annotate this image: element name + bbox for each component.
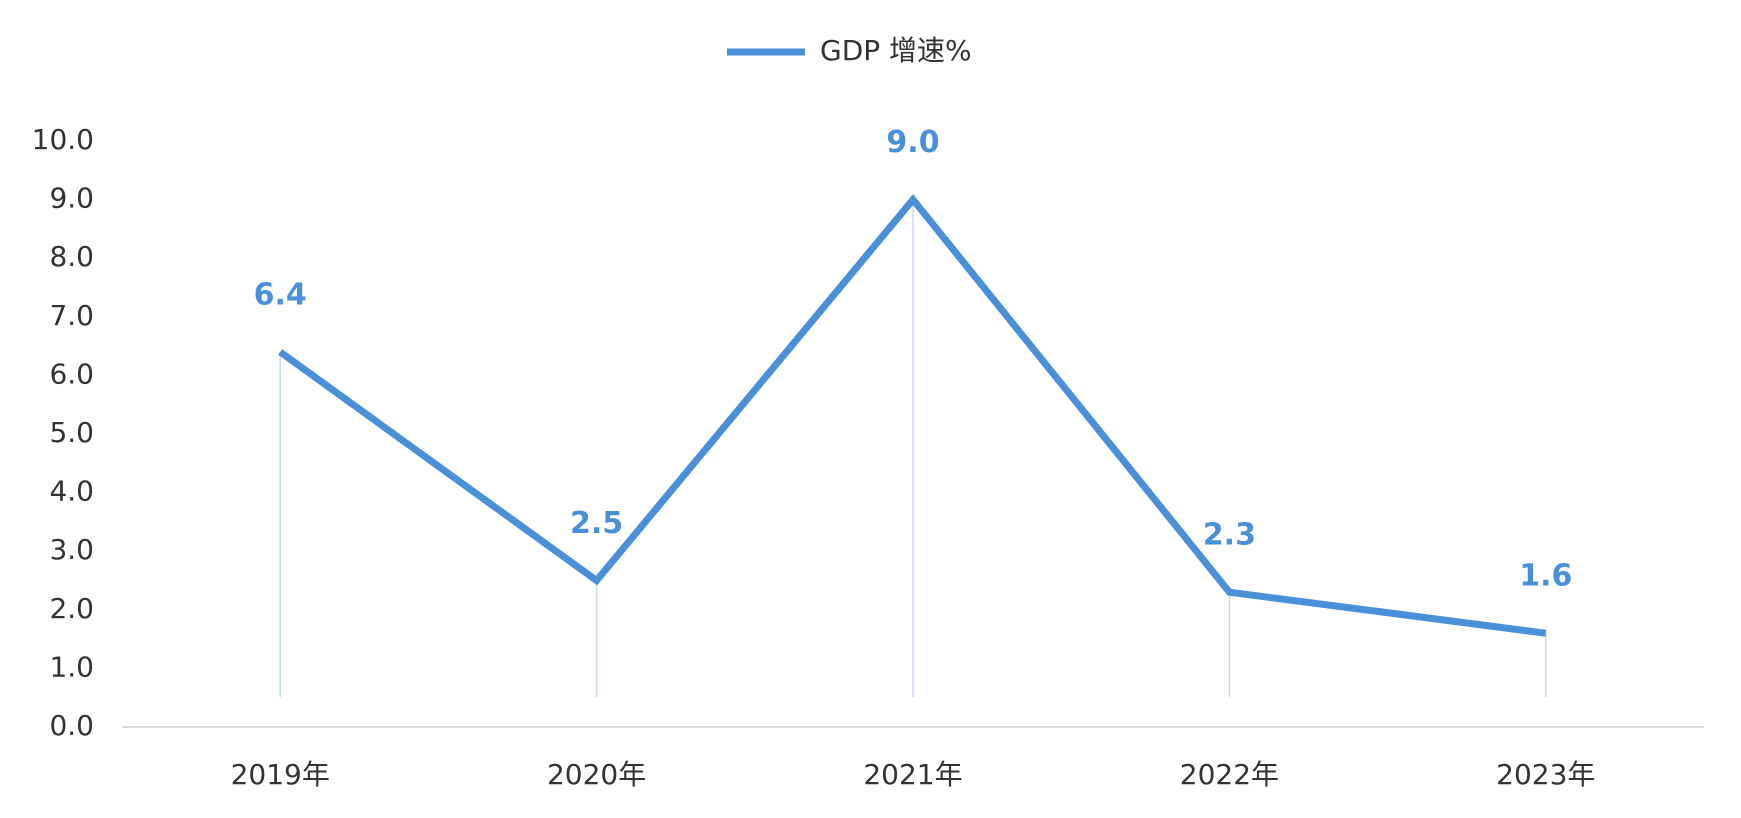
- legend-label: GDP 增速%: [820, 34, 972, 67]
- y-tick-label: 10.0: [32, 123, 94, 156]
- y-tick-label: 2.0: [49, 592, 94, 625]
- data-label: 1.6: [1519, 559, 1572, 594]
- x-tick-label: 2019年: [231, 758, 330, 791]
- x-tick-label: 2020年: [547, 758, 646, 791]
- data-label: 9.0: [886, 125, 939, 160]
- y-tick-label: 6.0: [49, 357, 94, 390]
- y-tick-label: 8.0: [49, 240, 94, 273]
- data-label: 2.5: [570, 506, 623, 541]
- y-tick-label: 9.0: [49, 182, 94, 215]
- x-tick-label: 2022年: [1180, 758, 1279, 791]
- x-tick-label: 2021年: [863, 758, 962, 791]
- y-tick-label: 1.0: [49, 650, 94, 683]
- x-tick-label: 2023年: [1496, 758, 1595, 791]
- y-tick-label: 0.0: [49, 709, 94, 742]
- y-tick-label: 7.0: [49, 299, 94, 332]
- series-line: [278, 194, 1547, 637]
- y-tick-label: 3.0: [49, 533, 94, 566]
- data-label: 6.4: [254, 277, 307, 312]
- y-tick-label: 5.0: [49, 416, 94, 449]
- y-tick-label: 4.0: [49, 475, 94, 508]
- data-label: 2.3: [1203, 518, 1256, 553]
